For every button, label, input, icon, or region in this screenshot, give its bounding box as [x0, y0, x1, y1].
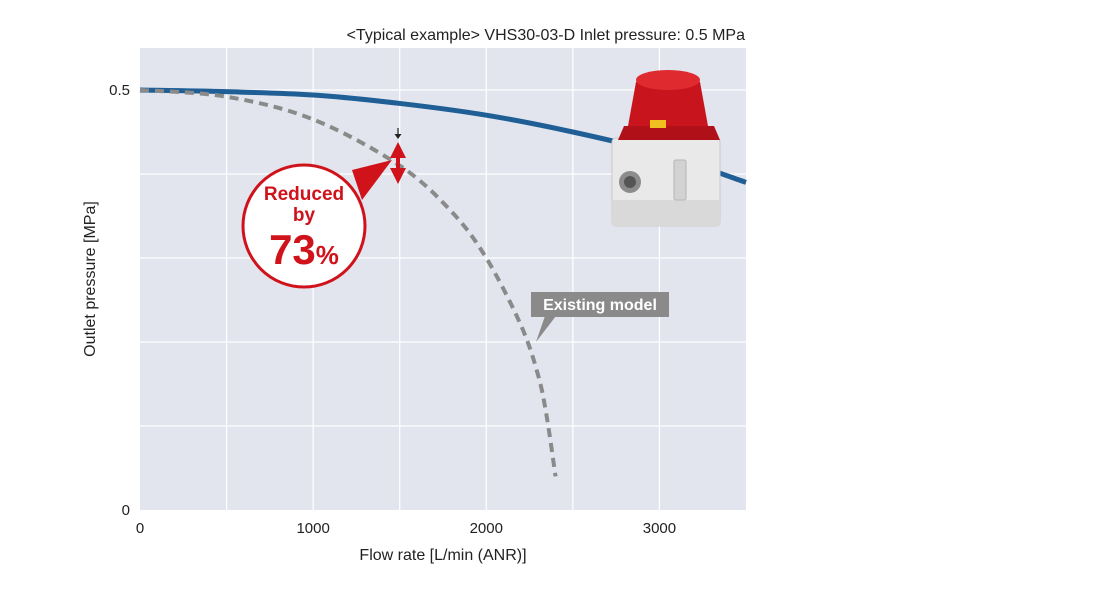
reduction-annotation: Reduced by 73%: [241, 128, 406, 289]
pressure-regulator-icon: [611, 70, 721, 227]
x-axis: 0 1000 2000 3000: [136, 520, 676, 537]
chart-title: <Typical example> VHS30-03-D Inlet press…: [347, 27, 746, 44]
y-tick-label: 0.5: [109, 82, 130, 99]
existing-model-label: Existing model: [543, 297, 657, 314]
existing-model-callout: Existing model: [531, 292, 669, 342]
x-tick-label: 3000: [643, 520, 676, 537]
badge-pointer: [352, 160, 392, 200]
badge-value-unit: %: [316, 240, 339, 270]
badge-value: 73%: [269, 226, 339, 273]
x-tick-label: 0: [136, 520, 144, 537]
x-tick-label: 2000: [470, 520, 503, 537]
badge-value-number: 73: [269, 226, 316, 273]
existing-model-pointer: [536, 316, 556, 342]
reduction-badge: [241, 163, 367, 289]
badge-line-2: by: [293, 205, 316, 226]
y-tick-label: 0: [122, 502, 130, 519]
badge-line-1: Reduced: [264, 184, 344, 205]
series-line-existing-model: [139, 88, 558, 477]
y-axis-title: Outlet pressure [MPa]: [82, 201, 99, 357]
existing-model-box: [531, 292, 669, 317]
y-axis: 00.5: [109, 82, 130, 519]
x-axis-title: Flow rate [L/min (ANR)]: [359, 547, 526, 564]
x-tick-label: 1000: [296, 520, 329, 537]
marker-arrow-head: [394, 134, 402, 139]
